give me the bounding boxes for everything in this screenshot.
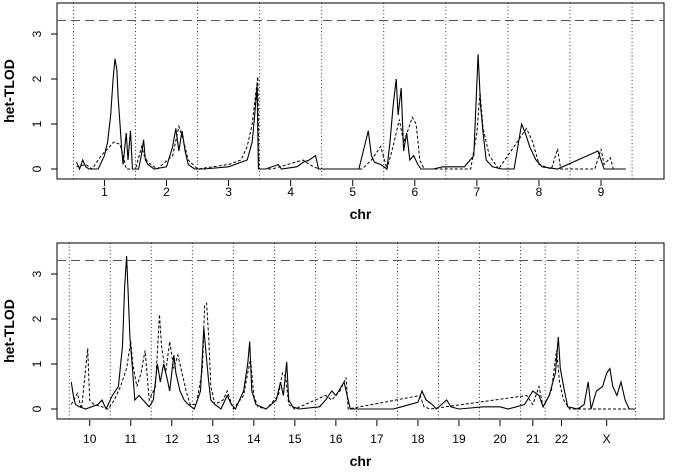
y-tick-label: 2 — [30, 75, 44, 82]
y-tick-label: 1 — [30, 360, 44, 367]
plot-frame — [56, 242, 665, 420]
x-tick-label: 7 — [474, 185, 481, 199]
panel-1 — [51, 2, 665, 186]
x-tick-label: 20 — [493, 432, 507, 446]
y-tick-label: 2 — [30, 315, 44, 322]
x-tick-label: 1 — [101, 185, 108, 199]
x-tick-label: 15 — [288, 432, 302, 446]
x-tick-label: 17 — [370, 432, 384, 446]
plot-frame — [56, 2, 665, 180]
x-axis-title: chr — [350, 453, 372, 467]
x-tick-label: 6 — [411, 185, 418, 199]
y-tick-label: 0 — [30, 405, 44, 412]
x-tick-label: X — [603, 432, 611, 446]
x-tick-label: 16 — [329, 432, 343, 446]
series-line-solid — [76, 54, 626, 171]
y-tick-label: 3 — [30, 30, 44, 37]
x-tick-label: 22 — [555, 432, 569, 446]
x-tick-label: 18 — [411, 432, 425, 446]
x-tick-label: 5 — [349, 185, 356, 199]
x-tick-label: 12 — [165, 432, 179, 446]
x-tick-label: 13 — [206, 432, 220, 446]
x-axis-title: chr — [350, 206, 372, 222]
x-tick-label: 19 — [452, 432, 466, 446]
y-tick-label: 0 — [30, 165, 44, 172]
y-tick-label: 3 — [30, 270, 44, 277]
x-tick-label: 4 — [287, 185, 294, 199]
x-tick-label: 21 — [526, 432, 540, 446]
y-tick-label: 1 — [30, 120, 44, 127]
panel-2 — [51, 242, 665, 426]
x-tick-label: 10 — [83, 432, 97, 446]
x-tick-label: 3 — [225, 185, 232, 199]
y-axis-title: het-TLOD — [1, 59, 17, 123]
x-tick-label: 8 — [536, 185, 543, 199]
y-axis-title: het-TLOD — [1, 299, 17, 363]
x-tick-label: 9 — [598, 185, 605, 199]
series-line-dashed — [76, 76, 626, 171]
series-line-solid — [70, 255, 636, 411]
x-tick-label: 14 — [247, 432, 261, 446]
x-tick-label: 11 — [125, 432, 138, 446]
series-line-dashed — [70, 302, 636, 411]
x-tick-label: 2 — [163, 185, 170, 199]
